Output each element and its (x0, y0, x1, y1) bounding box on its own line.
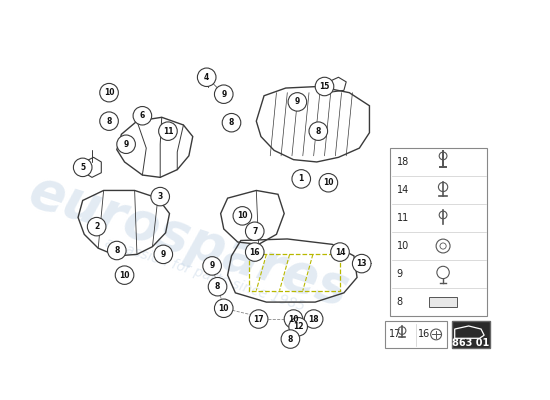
Circle shape (116, 266, 134, 284)
Text: 10: 10 (119, 271, 130, 280)
Circle shape (292, 170, 311, 188)
Text: 8: 8 (106, 117, 112, 126)
Text: 6: 6 (140, 111, 145, 120)
Text: 2: 2 (94, 222, 100, 231)
Circle shape (100, 84, 118, 102)
Circle shape (154, 245, 173, 264)
Bar (429, 296, 457, 307)
Text: 9: 9 (210, 262, 215, 270)
Bar (452, 321, 491, 348)
Text: 10: 10 (218, 304, 229, 313)
Text: 1: 1 (299, 174, 304, 183)
Circle shape (208, 278, 227, 296)
Circle shape (315, 77, 334, 96)
Text: 10: 10 (237, 211, 248, 220)
Text: 8: 8 (215, 282, 220, 291)
Text: 3: 3 (157, 192, 163, 201)
Circle shape (245, 222, 264, 240)
Text: 8: 8 (114, 246, 119, 255)
Text: 18: 18 (397, 157, 409, 167)
Text: 9: 9 (161, 250, 166, 259)
Circle shape (87, 218, 106, 236)
Circle shape (133, 106, 152, 125)
Circle shape (73, 158, 92, 176)
Text: a passion for parts since 1985: a passion for parts since 1985 (102, 236, 306, 314)
Text: 17: 17 (254, 314, 264, 324)
Circle shape (249, 310, 268, 328)
Text: 9: 9 (295, 97, 300, 106)
Circle shape (281, 330, 300, 348)
Text: 12: 12 (293, 322, 304, 331)
Text: 9: 9 (397, 269, 403, 279)
Text: eurospares: eurospares (23, 164, 355, 317)
Text: 11: 11 (397, 213, 409, 223)
Circle shape (222, 114, 241, 132)
Circle shape (289, 318, 307, 336)
Circle shape (304, 310, 323, 328)
Circle shape (319, 174, 338, 192)
Bar (390, 148, 487, 316)
Circle shape (107, 241, 126, 260)
Text: 8: 8 (288, 334, 293, 344)
Text: 11: 11 (163, 127, 173, 136)
Circle shape (214, 299, 233, 318)
Text: 8: 8 (229, 118, 234, 127)
Text: 14: 14 (335, 248, 345, 256)
Circle shape (100, 112, 118, 130)
Circle shape (197, 68, 216, 86)
Circle shape (151, 187, 169, 206)
Text: 15: 15 (320, 82, 329, 91)
Text: 9: 9 (221, 90, 227, 99)
Text: 9: 9 (123, 140, 129, 149)
Circle shape (309, 122, 328, 140)
Circle shape (117, 135, 135, 154)
Circle shape (214, 85, 233, 104)
Text: 5: 5 (80, 163, 85, 172)
Text: 8: 8 (316, 127, 321, 136)
Text: 10: 10 (288, 314, 299, 324)
Circle shape (203, 257, 222, 275)
Text: 17: 17 (389, 330, 401, 340)
Text: 4: 4 (204, 73, 210, 82)
Text: 18: 18 (309, 314, 319, 324)
Text: 10: 10 (397, 241, 409, 251)
Circle shape (288, 93, 307, 111)
Circle shape (353, 254, 371, 273)
Text: 7: 7 (252, 227, 257, 236)
Text: 16: 16 (250, 248, 260, 256)
Circle shape (233, 207, 252, 225)
Circle shape (331, 243, 349, 261)
Bar (385, 321, 447, 348)
Text: 863 01: 863 01 (452, 338, 490, 348)
Text: 16: 16 (419, 330, 431, 340)
Text: 13: 13 (356, 259, 367, 268)
Text: 14: 14 (397, 185, 409, 195)
Circle shape (284, 310, 303, 328)
Text: 8: 8 (397, 297, 403, 307)
Circle shape (245, 243, 264, 261)
Text: 10: 10 (104, 88, 114, 97)
Text: 10: 10 (323, 178, 334, 187)
Circle shape (158, 122, 177, 140)
